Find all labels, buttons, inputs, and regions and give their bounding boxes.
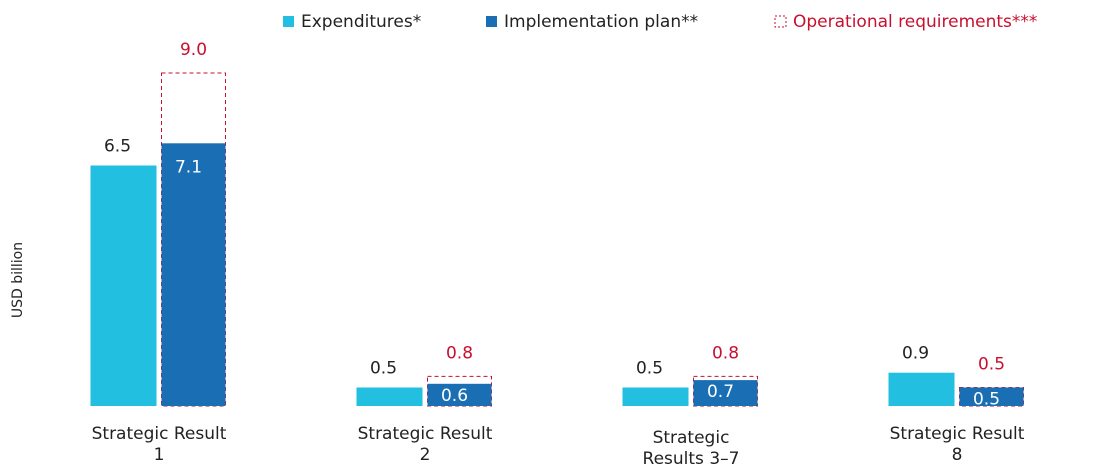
- value-label: 7.1: [175, 157, 202, 177]
- value-label: 0.7: [707, 382, 734, 402]
- x-tick-label: Strategic Results 3–7: [642, 428, 740, 469]
- bar: [427, 383, 492, 406]
- legend-label: Operational requirements***: [793, 12, 1037, 32]
- x-tick-label: Strategic Result 8: [889, 424, 1025, 465]
- x-tick-label: Strategic Result 2: [357, 424, 493, 465]
- bar: [356, 387, 423, 406]
- legend-label: Expenditures*: [301, 12, 421, 32]
- bar: [693, 380, 758, 406]
- legend-label: Implementation plan**: [504, 12, 698, 32]
- bar: [161, 143, 226, 407]
- value-label: 0.5: [978, 355, 1005, 375]
- value-label: 0.5: [636, 359, 663, 379]
- value-label: 0.8: [446, 343, 473, 363]
- value-label: 0.5: [973, 390, 1000, 410]
- bar: [888, 372, 955, 406]
- legend-swatch: [283, 16, 294, 27]
- value-label: 0.5: [370, 359, 397, 379]
- y-axis-label: USD billion: [10, 242, 26, 318]
- bar: [622, 387, 689, 406]
- legend-swatch: [486, 16, 497, 27]
- bar: [959, 387, 1024, 406]
- value-label: 0.9: [902, 344, 929, 364]
- value-label: 6.5: [104, 137, 131, 157]
- value-label: 0.6: [441, 386, 468, 406]
- value-label: 9.0: [180, 40, 207, 60]
- legend-swatch: [774, 15, 787, 28]
- bar: [90, 165, 157, 406]
- x-tick-label: Strategic Result 1: [91, 424, 227, 465]
- value-label: 0.8: [712, 343, 739, 363]
